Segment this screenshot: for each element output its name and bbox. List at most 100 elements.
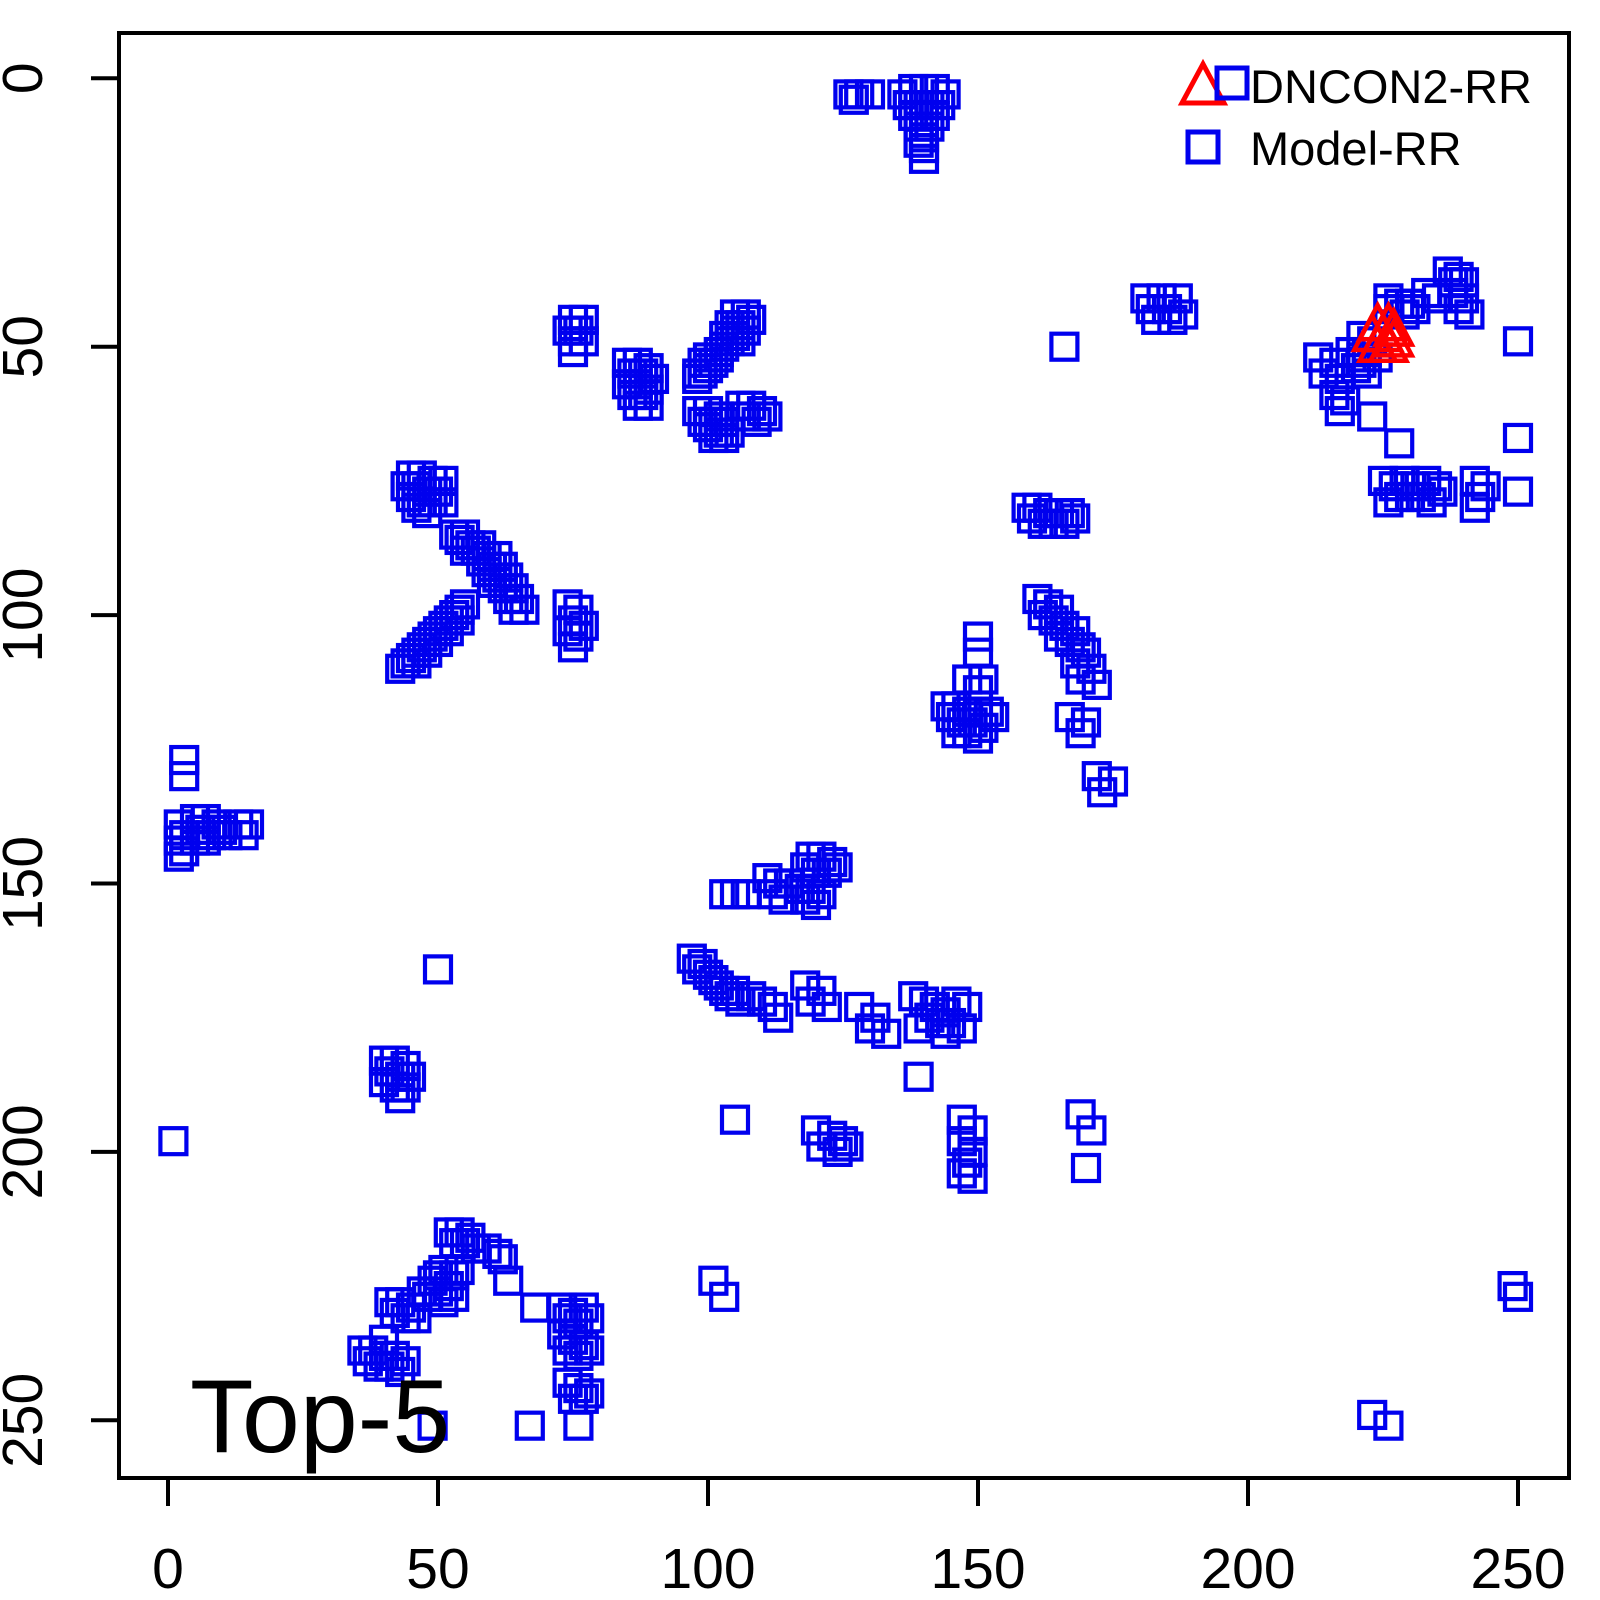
model-rr-point [1340, 353, 1372, 384]
model-rr-point [352, 1346, 383, 1377]
model-rr-point [730, 315, 761, 346]
x-tick-label: 0 [152, 1537, 184, 1600]
model-rr-point [444, 1254, 475, 1286]
model-rr-point [682, 954, 713, 985]
model-rr-point [725, 986, 756, 1017]
model-rr-point [1065, 632, 1096, 663]
model-rr-point [422, 954, 454, 985]
model-rr-point [903, 1061, 934, 1092]
model-rr-point [385, 653, 416, 684]
model-rr-point [169, 836, 200, 867]
model-rr-point [552, 1367, 583, 1398]
model-rr-point [1146, 283, 1177, 314]
x-tick-label: 150 [930, 1537, 1025, 1600]
model-rr-point [952, 1147, 983, 1178]
model-rr-point [790, 852, 821, 883]
model-rr-point [395, 642, 427, 674]
model-rr-point [1330, 385, 1361, 416]
model-rr-point [1427, 476, 1458, 507]
model-rr-point [395, 481, 427, 513]
model-rr-point [692, 412, 724, 443]
model-rr-point [957, 707, 988, 738]
model-rr-point [709, 331, 740, 362]
model-rr-point [498, 573, 529, 604]
model-rr-point [714, 981, 745, 1012]
model-rr-point [1065, 664, 1096, 695]
model-rr-point [790, 884, 821, 915]
model-rr-point [854, 1013, 886, 1044]
model-rr-point [952, 991, 983, 1023]
model-rr-point [962, 723, 994, 754]
model-rr-point [568, 1330, 599, 1361]
model-rr-point [719, 879, 751, 910]
model-rr-point [552, 1335, 583, 1366]
model-rr-point [1033, 589, 1064, 620]
model-rr-point [1049, 508, 1080, 539]
model-rr-point [692, 353, 724, 384]
model-rr-point [757, 879, 788, 910]
model-rr-point [719, 1104, 751, 1135]
model-rr-point [811, 857, 842, 888]
model-rr-point [622, 369, 653, 400]
model-rr-point [493, 1265, 524, 1296]
model-rr-point [736, 390, 767, 421]
model-rr-point [930, 997, 961, 1028]
model-rr-point [1502, 476, 1534, 507]
model-rr-point [568, 1292, 599, 1323]
model-rr-point [773, 868, 805, 899]
model-rr-point [871, 1018, 902, 1049]
model-rr-point [385, 1356, 416, 1388]
model-rr-point [444, 524, 475, 556]
y-tick-label: 0 [0, 62, 55, 94]
model-rr-point [1470, 471, 1501, 502]
model-rr-point [1373, 487, 1404, 518]
model-rr-point [952, 718, 983, 749]
model-rr-point [1016, 503, 1048, 534]
model-rr-point [471, 557, 502, 588]
model-rr-point [1060, 648, 1091, 679]
model-rr-point [1357, 401, 1388, 432]
model-rr-point [903, 127, 934, 158]
model-rr-point [228, 820, 259, 851]
plot-axes: 0 50 100 150 200 250 0 50 100 150 200 250 [0, 31, 1571, 1600]
model-rr-point [158, 1126, 189, 1157]
model-rr-point [1405, 481, 1436, 513]
model-rr-point [1443, 261, 1474, 293]
model-rr-point [368, 1324, 400, 1355]
model-rr-point [946, 1013, 977, 1044]
model-rr-point [1022, 492, 1053, 523]
model-rr-point [1324, 396, 1355, 427]
model-rr-point [698, 1265, 729, 1296]
model-rr-point [190, 803, 221, 835]
model-rr-point [822, 852, 853, 883]
model-rr-point [487, 551, 518, 582]
model-rr-point [1357, 1399, 1388, 1431]
model-rr-point [930, 1018, 961, 1049]
model-rr-point [725, 326, 756, 357]
model-rr-point [1135, 294, 1166, 325]
model-rr-point [811, 991, 842, 1023]
model-rr-point [1157, 304, 1188, 335]
model-rr-point [957, 1115, 988, 1146]
model-rr-point [962, 637, 994, 668]
model-rr-point [1465, 481, 1496, 513]
model-rr-point [509, 594, 540, 625]
model-rr-point [190, 825, 221, 856]
model-rr-point [1502, 1281, 1534, 1312]
model-rr-point [412, 498, 443, 529]
model-rr-point [169, 744, 200, 776]
x-tick-label: 250 [1470, 1537, 1565, 1600]
model-rr-point [1076, 1115, 1107, 1146]
model-rr-point [460, 535, 491, 566]
model-rr-point [358, 1335, 389, 1366]
model-rr-point [1060, 616, 1091, 647]
model-rr-point [455, 1222, 486, 1253]
x-tick-label: 50 [406, 1537, 469, 1600]
model-rr-point [957, 1163, 988, 1194]
model-rr-point [703, 970, 734, 1001]
legend-dncon2-triangle-icon [1177, 58, 1229, 106]
model-rr-point [827, 1126, 859, 1157]
model-rr-point [979, 701, 1010, 733]
model-rr-point [449, 589, 481, 620]
